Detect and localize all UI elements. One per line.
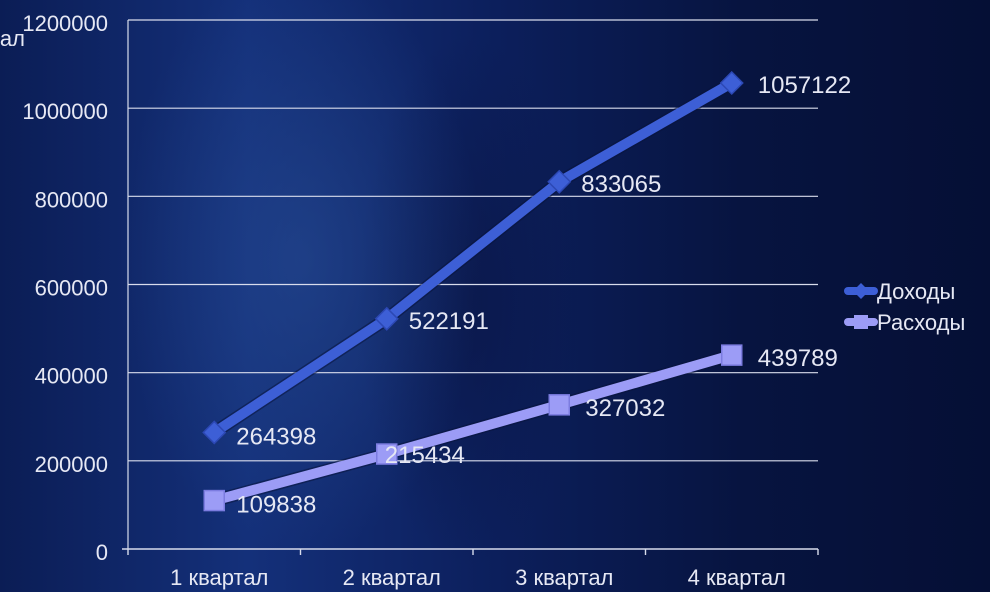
x-tick-label: 3 квартал bbox=[515, 565, 613, 590]
y-axis-title-fragment: ал bbox=[0, 26, 25, 51]
series-layer bbox=[202, 70, 744, 512]
legend-marker-diamond bbox=[853, 283, 869, 299]
data-label: 264398 bbox=[236, 423, 316, 450]
data-label: 439789 bbox=[758, 345, 838, 372]
y-tick-label: 0 bbox=[96, 540, 108, 565]
data-label: 833065 bbox=[581, 171, 661, 198]
x-tick-label: 2 квартал bbox=[343, 565, 441, 590]
data-point-square bbox=[376, 443, 398, 465]
y-tick-label: 600000 bbox=[35, 276, 108, 301]
data-label: 327032 bbox=[585, 395, 665, 422]
y-tick-label: 200000 bbox=[35, 452, 108, 477]
data-point-square bbox=[203, 489, 225, 512]
grid-layer bbox=[128, 19, 818, 462]
x-tick-label: 1 квартал bbox=[170, 565, 268, 590]
legend-label: Доходы bbox=[877, 279, 955, 304]
series-line-income bbox=[209, 78, 737, 438]
data-label: 1057122 bbox=[758, 72, 851, 99]
x-tick-label: 4 квартал bbox=[688, 565, 786, 590]
data-point-diamond bbox=[202, 420, 227, 445]
series-line-expenses bbox=[209, 350, 737, 506]
data-label: 522191 bbox=[409, 308, 489, 335]
legend: Доходы Расходы bbox=[844, 279, 965, 335]
y-tick-label: 800000 bbox=[35, 187, 108, 212]
data-point-diamond bbox=[719, 70, 744, 96]
y-tick-label: 1200000 bbox=[22, 11, 108, 36]
data-point-diamond bbox=[547, 169, 572, 194]
legend-marker-square bbox=[854, 315, 868, 329]
legend-label: Расходы bbox=[877, 310, 965, 335]
y-tick-label: 400000 bbox=[35, 364, 108, 389]
axis-layer: 0 200000 400000 600000 800000 1000000 1200000а… bbox=[0, 11, 819, 590]
data-label: 109838 bbox=[236, 492, 316, 519]
y-tick-label: 1000000 bbox=[22, 99, 108, 124]
data-label: 215434 bbox=[385, 442, 465, 469]
data-point-diamond bbox=[374, 306, 399, 331]
data-label-layer: 264398 522191 833065 1057122 109838 215434 327… bbox=[236, 72, 851, 519]
data-point-square bbox=[721, 344, 743, 366]
data-point-square bbox=[548, 394, 570, 416]
